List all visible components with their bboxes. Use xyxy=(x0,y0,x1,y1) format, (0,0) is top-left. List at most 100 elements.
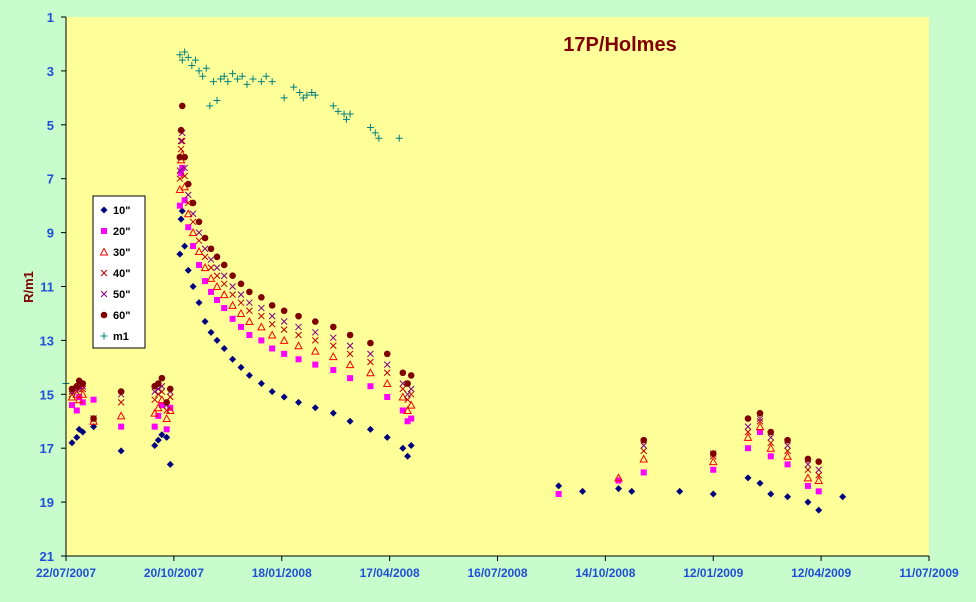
data-point xyxy=(246,299,253,307)
data-point xyxy=(154,380,162,387)
data-point xyxy=(756,415,764,422)
data-point xyxy=(177,137,185,145)
data-point xyxy=(839,493,847,501)
data-point xyxy=(220,344,228,352)
data-point xyxy=(257,78,265,86)
y-axis-label: R/m1 xyxy=(21,271,36,303)
data-point xyxy=(202,64,210,72)
data-point xyxy=(784,436,791,444)
data-point xyxy=(176,167,184,174)
data-point xyxy=(176,250,184,258)
data-point xyxy=(295,331,302,339)
data-point xyxy=(184,53,192,61)
data-point xyxy=(340,110,348,118)
data-point xyxy=(676,487,684,495)
data-point xyxy=(408,415,415,422)
data-point xyxy=(756,409,764,417)
data-point xyxy=(555,491,562,498)
data-point xyxy=(709,490,717,498)
data-point xyxy=(329,334,337,342)
data-point xyxy=(308,88,316,96)
data-point xyxy=(73,407,80,414)
data-point xyxy=(403,405,412,414)
data-point xyxy=(299,94,307,102)
data-point xyxy=(804,455,812,463)
data-point xyxy=(295,356,302,363)
data-point xyxy=(229,283,236,290)
data-point xyxy=(756,417,764,425)
data-point xyxy=(329,342,337,350)
data-point xyxy=(220,280,228,288)
data-point xyxy=(815,466,823,474)
x-tick-label: 11/07/2009 xyxy=(899,566,959,580)
data-point xyxy=(118,423,125,430)
data-point xyxy=(237,323,244,330)
data-point xyxy=(73,433,81,441)
y-tick-label: 21 xyxy=(40,549,54,564)
data-point xyxy=(744,428,752,436)
data-point xyxy=(178,102,186,110)
data-point xyxy=(68,439,76,447)
data-point xyxy=(184,191,192,199)
data-point xyxy=(166,393,174,401)
data-point xyxy=(383,350,391,358)
data-point xyxy=(743,432,753,441)
data-point xyxy=(184,180,192,188)
data-point xyxy=(804,466,812,474)
data-point xyxy=(151,396,159,404)
data-point xyxy=(366,123,374,131)
data-point xyxy=(334,107,342,115)
data-point xyxy=(815,458,823,465)
data-point xyxy=(153,403,163,412)
data-point xyxy=(281,350,288,357)
data-point xyxy=(640,469,647,476)
data-point xyxy=(207,264,215,271)
data-point xyxy=(189,218,197,226)
data-point xyxy=(375,134,383,142)
data-point xyxy=(406,400,416,409)
data-point xyxy=(367,358,374,366)
data-point xyxy=(268,302,276,309)
data-point xyxy=(268,388,276,396)
data-point xyxy=(407,372,415,379)
series-3 xyxy=(68,137,823,479)
data-point xyxy=(79,428,87,436)
data-point xyxy=(116,411,126,420)
data-point xyxy=(163,407,171,414)
data-point xyxy=(640,436,648,444)
data-point xyxy=(191,56,199,64)
data-point xyxy=(311,337,319,344)
data-point xyxy=(154,436,162,444)
data-point xyxy=(228,300,237,309)
data-point xyxy=(258,337,265,344)
data-point xyxy=(209,78,217,86)
data-point xyxy=(258,304,265,312)
data-point xyxy=(176,202,183,209)
data-point xyxy=(269,345,276,352)
data-point xyxy=(184,266,192,274)
data-point xyxy=(117,388,125,395)
data-point xyxy=(815,488,822,495)
data-point xyxy=(367,350,374,358)
legend-label: 20" xyxy=(113,226,130,238)
data-point xyxy=(710,466,717,473)
y-tick-label: 15 xyxy=(40,387,54,402)
x-tick-label: 20/10/2007 xyxy=(144,566,204,580)
data-point xyxy=(213,253,221,261)
data-point xyxy=(615,485,623,493)
data-point xyxy=(346,331,354,339)
data-point xyxy=(206,102,214,110)
data-point xyxy=(404,418,411,425)
x-axis-ticks: 22/07/2007 20/10/2007 18/01/2008 17/04/2008… xyxy=(36,556,959,580)
series-5 xyxy=(68,102,823,465)
data-point xyxy=(330,367,337,374)
data-point xyxy=(404,452,412,460)
data-point xyxy=(367,339,374,347)
data-point xyxy=(79,385,87,393)
data-point xyxy=(384,393,391,400)
data-point xyxy=(310,346,320,355)
data-point xyxy=(221,305,228,312)
data-point xyxy=(166,385,174,393)
data-point xyxy=(176,51,184,59)
